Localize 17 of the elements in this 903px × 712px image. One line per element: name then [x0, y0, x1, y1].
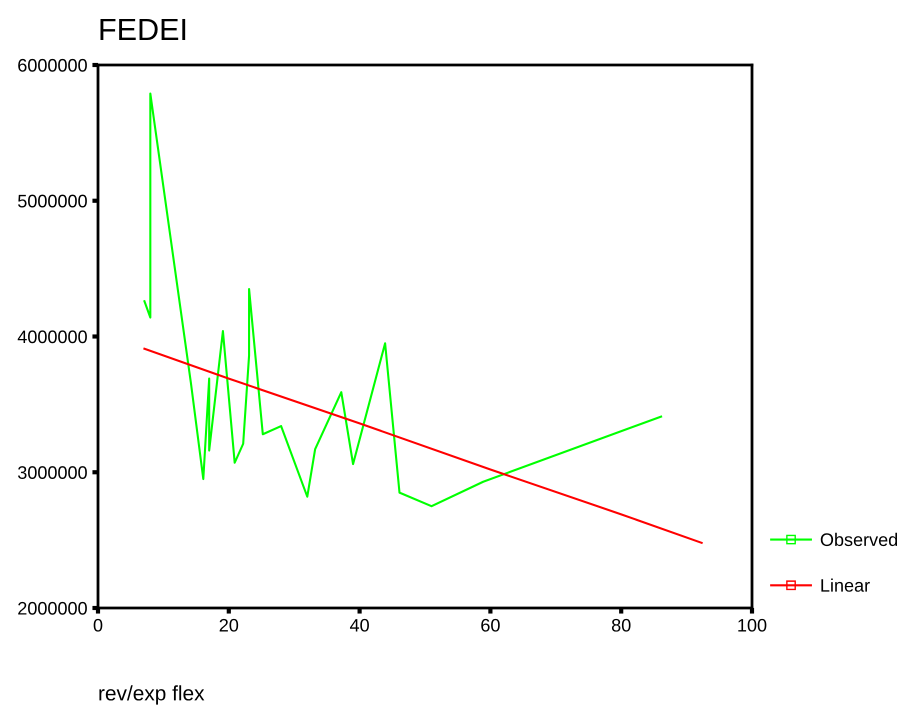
y-tick-label: 4000000 — [18, 330, 87, 344]
y-tick-label: 2000000 — [18, 602, 87, 615]
x-tick-label: 0 — [94, 618, 102, 632]
x-tick-label: 60 — [481, 618, 500, 632]
legend-label: Linear — [821, 578, 870, 592]
y-tick-label: 5000000 — [18, 194, 87, 208]
x-tick-label: 20 — [220, 618, 238, 632]
line-series — [143, 92, 662, 508]
x-tick-label: 40 — [350, 618, 369, 632]
y-tick-label: 3000000 — [18, 466, 87, 479]
line-series — [143, 348, 703, 544]
x-tick-label: 80 — [612, 618, 631, 632]
chart-title: FEDEI — [100, 18, 186, 40]
legend-label: Observed — [820, 532, 898, 546]
x-tick-label: 100 — [738, 618, 766, 632]
x-axis-title: rev/exp flex — [99, 685, 204, 705]
y-tick-label: 6000000 — [18, 58, 87, 72]
